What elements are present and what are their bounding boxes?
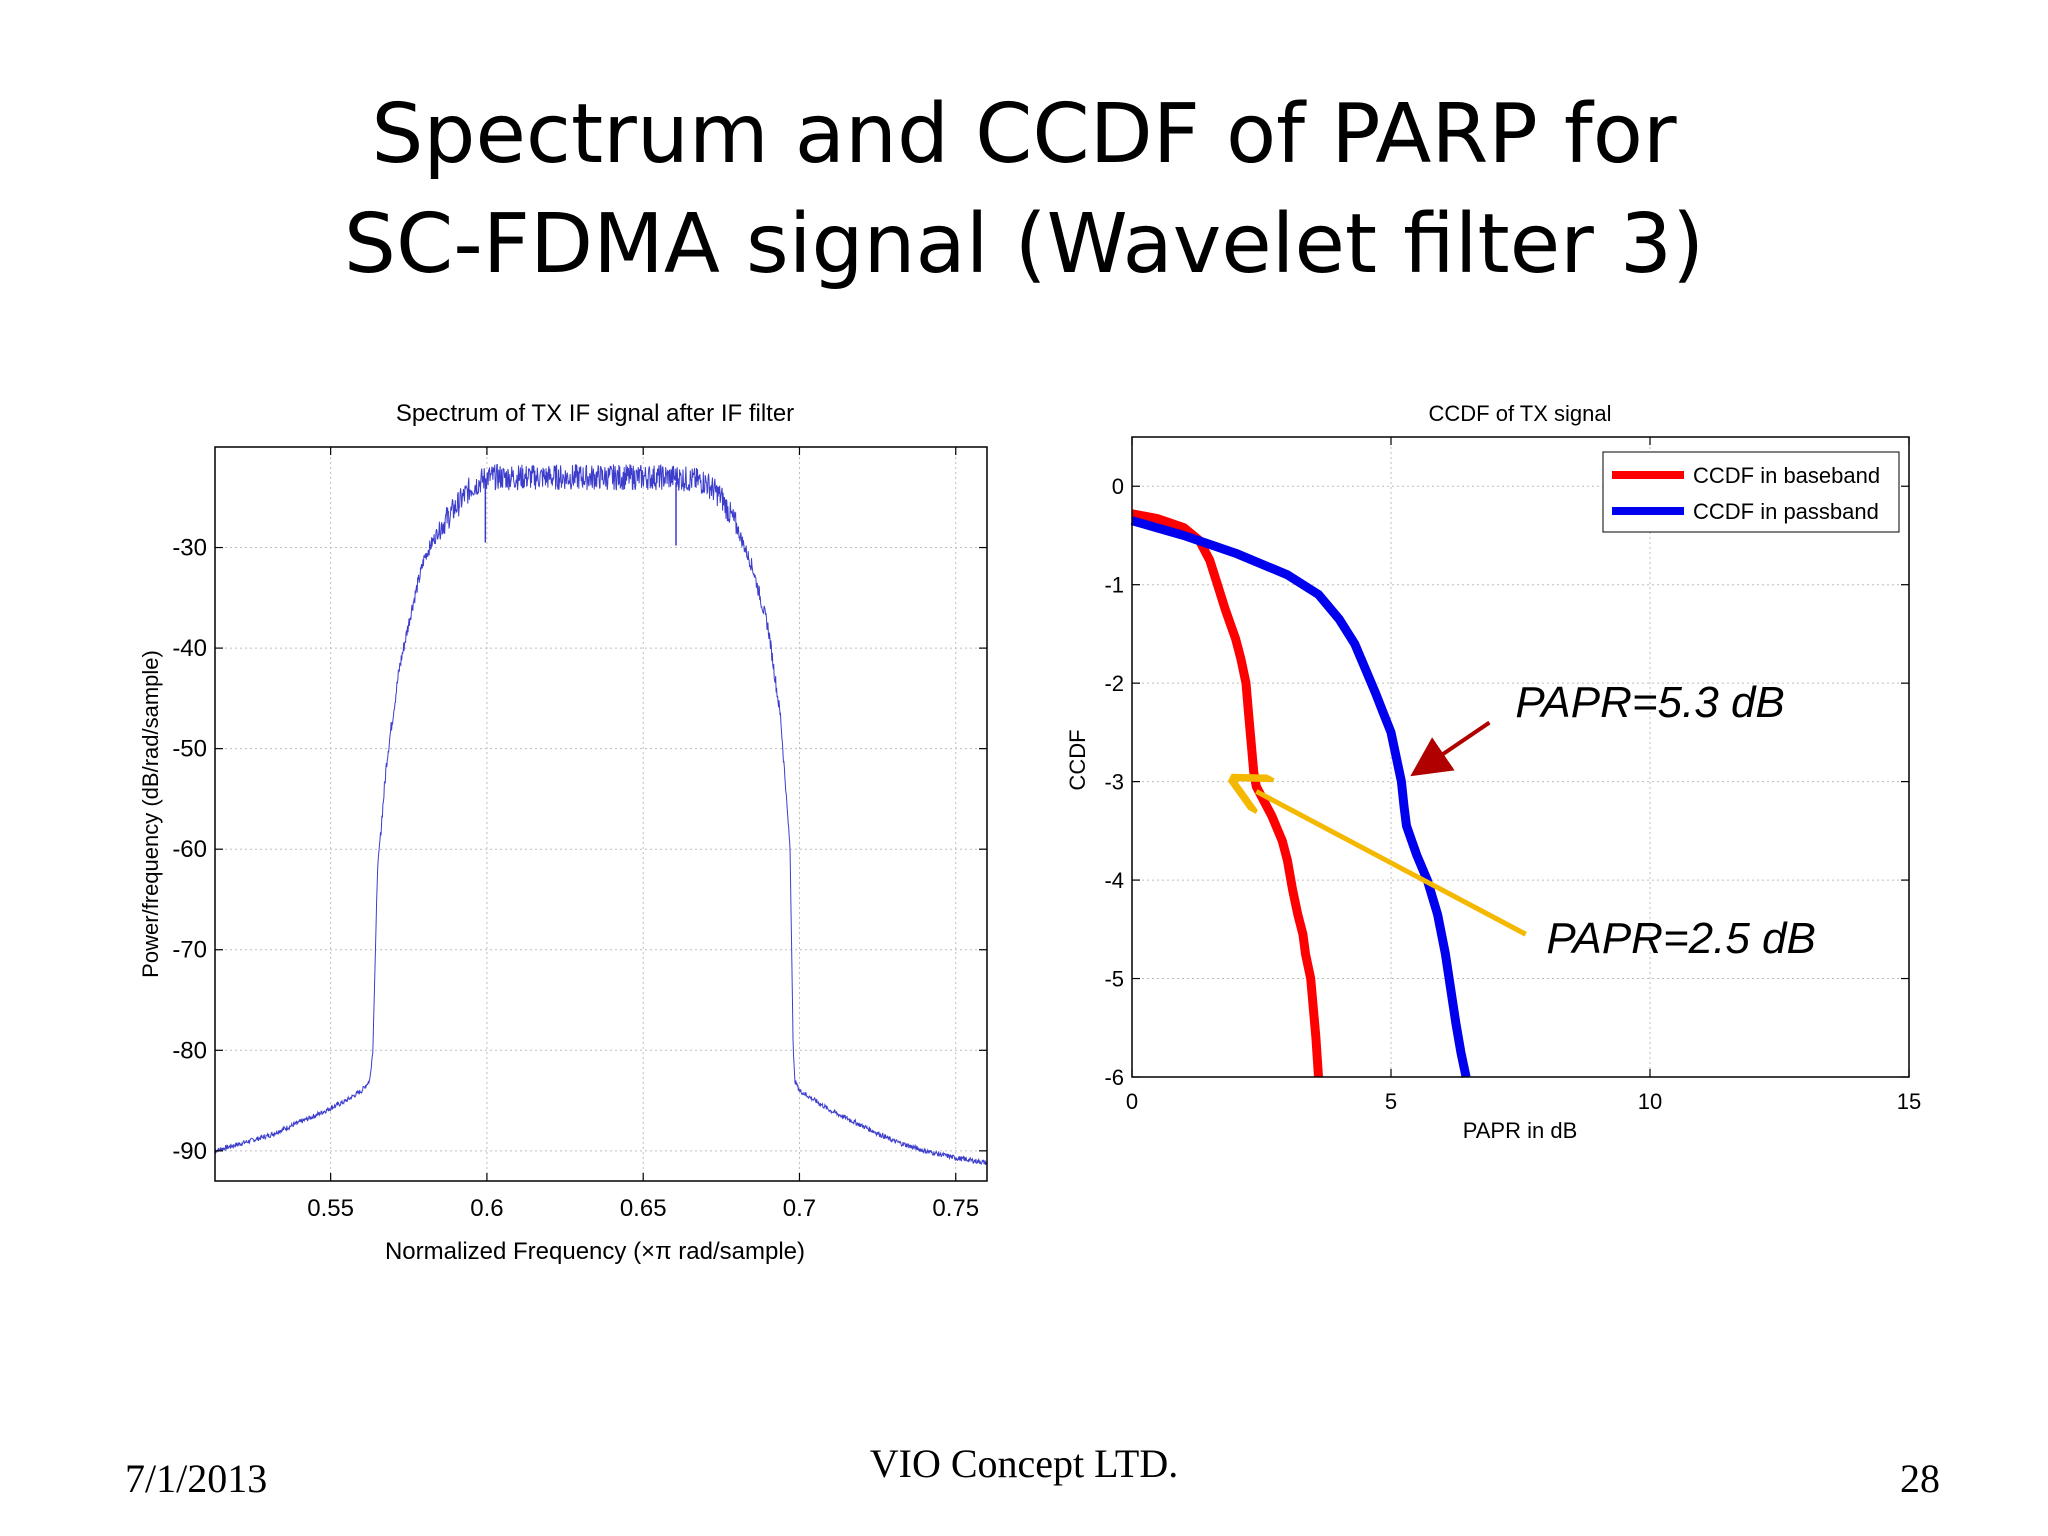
ccdf-plot-area (1131, 436, 1910, 1078)
spectrum-series (214, 463, 988, 1166)
y-tick-label: -80 (172, 1037, 207, 1064)
spectrum-x-axis-label: Normalized Frequency (×π rad/sample) (385, 1238, 805, 1265)
ccdf-passband-line (1130, 516, 1471, 1078)
annotation-papr-passband: PAPR=5.3 dB (1515, 678, 1784, 727)
y-tick-label: -4 (1104, 868, 1124, 893)
x-tick-label: 15 (1897, 1089, 1921, 1114)
y-tick-label: -50 (172, 736, 207, 763)
ccdf-y-axis-label: CCDF (1065, 729, 1090, 790)
y-tick-label: 0 (1112, 474, 1124, 499)
spectrum-chart-title: Spectrum of TX IF signal after IF filter (396, 400, 794, 427)
ccdf-chart-title: CCDF of TX signal (1429, 401, 1612, 426)
x-tick-label: 0.7 (783, 1195, 816, 1222)
footer-page-number: 28 (1900, 1456, 1940, 1501)
x-tick-label: 5 (1385, 1089, 1397, 1114)
legend-label-passband: CCDF in passband (1693, 499, 1879, 524)
spectrum-chart: Spectrum of TX IF signal after IF filter… (138, 400, 988, 1265)
ccdf-chart: CCDF of TX signal 0 5 10 15 -6 -5 -4 -3 -2 -1 0 PA… (1065, 401, 1921, 1143)
y-tick-label: -30 (172, 535, 207, 562)
y-tick-label: -5 (1104, 967, 1124, 992)
y-tick-label: -2 (1104, 671, 1124, 696)
y-tick-label: -6 (1104, 1065, 1124, 1090)
x-tick-label: 0 (1126, 1089, 1138, 1114)
footer-date: 7/1/2013 (125, 1456, 268, 1501)
ccdf-ticks: 0 5 10 15 -6 -5 -4 -3 -2 -1 0 (1104, 437, 1921, 1114)
spectrum-plot-area (214, 446, 988, 1182)
slide-title: Spectrum and CCDF of PARP for SC-FDMA si… (0, 80, 2048, 300)
spectrum-grid (215, 447, 987, 1181)
x-tick-label: 0.65 (620, 1195, 667, 1222)
ccdf-legend-box (1602, 451, 1900, 533)
x-tick-label: 0.55 (307, 1195, 354, 1222)
ccdf-legend: CCDF in baseband CCDF in passband (1602, 451, 1900, 533)
x-tick-label: 10 (1638, 1089, 1662, 1114)
ccdf-series (1130, 509, 1471, 1078)
y-tick-label: -70 (172, 937, 207, 964)
annotation-arrow-passband (1410, 720, 1491, 777)
spectrum-y-axis-label: Power/frequency (dB/rad/sample) (138, 650, 163, 978)
y-tick-label: -3 (1104, 770, 1124, 795)
slide-title-line-2: SC-FDMA signal (Wavelet filter 3) (343, 197, 1705, 292)
legend-label-baseband: CCDF in baseband (1693, 463, 1880, 488)
ccdf-annotations: PAPR=5.3 dB PAPR=2.5 dB (1256, 678, 1816, 963)
footer-company: VIO Concept LTD. (869, 1441, 1179, 1486)
y-tick-label: -1 (1104, 573, 1124, 598)
y-tick-label: -40 (172, 635, 207, 662)
ccdf-x-axis-label: PAPR in dB (1463, 1118, 1578, 1143)
spectrum-ticks: 0.55 0.6 0.65 0.7 0.75 -90 -80 -70 -60 -50 -40 -30 (172, 447, 987, 1222)
y-tick-label: -60 (172, 836, 207, 863)
ccdf-baseband-line (1131, 509, 1323, 1078)
x-tick-label: 0.75 (932, 1195, 979, 1222)
slide-title-line-1: Spectrum and CCDF of PARP for (371, 87, 1677, 182)
y-tick-label: -90 (172, 1138, 207, 1165)
annotation-papr-baseband: PAPR=2.5 dB (1546, 914, 1815, 963)
annotation-arrow-baseband (1256, 791, 1527, 937)
spectrum-line (214, 463, 988, 1166)
x-tick-label: 0.6 (470, 1195, 503, 1222)
